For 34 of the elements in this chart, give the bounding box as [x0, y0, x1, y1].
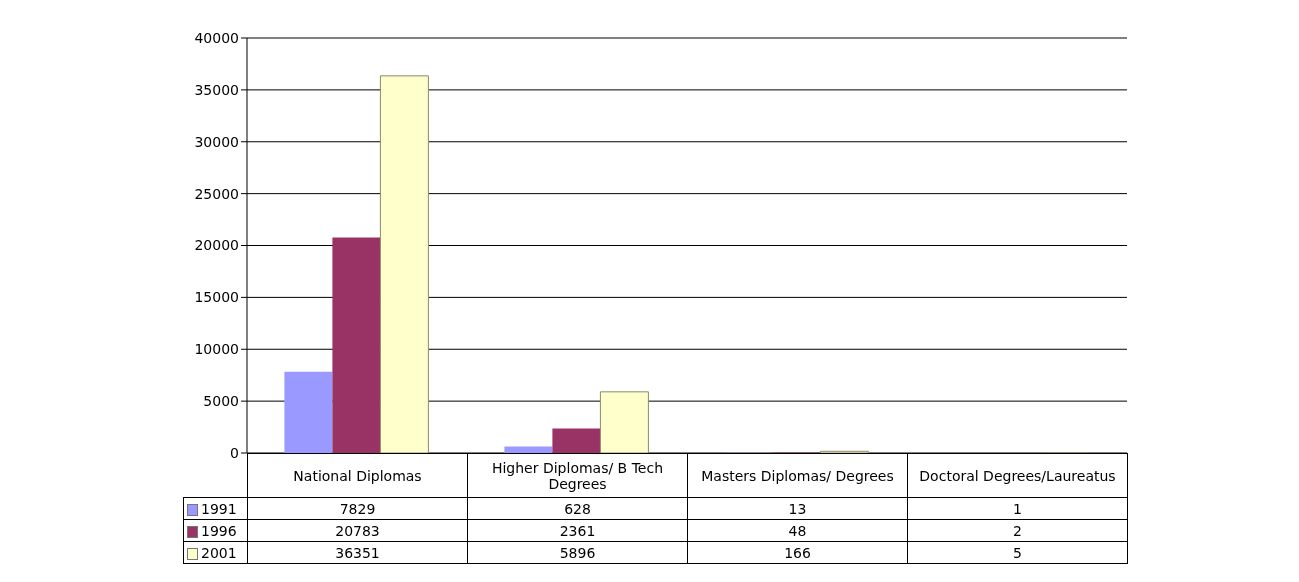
legend-label: 2001 — [183, 541, 248, 564]
bar — [599, 391, 649, 453]
data-label: 166 — [687, 541, 908, 564]
bar — [552, 428, 601, 453]
y-tick-label: 40000 — [194, 29, 239, 46]
x-tick-label: Doctoral Degrees/Laureatus — [907, 453, 1128, 498]
y-tick-label: 5000 — [203, 393, 239, 410]
y-tick-label: 0 — [230, 444, 239, 461]
y-tick-label: 35000 — [194, 81, 239, 98]
data-label: 628 — [467, 497, 688, 520]
data-label: 5896 — [467, 541, 688, 564]
data-label: 36351 — [247, 541, 468, 564]
y-tick-label: 10000 — [194, 341, 239, 358]
y-tick-label: 30000 — [194, 133, 239, 150]
bar — [332, 237, 381, 453]
data-label: 2361 — [467, 519, 688, 542]
y-tick-label: 15000 — [194, 289, 239, 306]
x-tick-label: Masters Diplomas/ Degrees — [687, 453, 908, 498]
legend-label: 1991 — [183, 497, 248, 520]
bar — [379, 75, 429, 453]
data-label: 1 — [907, 497, 1128, 520]
bar — [284, 371, 333, 453]
x-tick-label: National Diplomas — [247, 453, 468, 498]
bar — [504, 446, 553, 453]
data-label: 20783 — [247, 519, 468, 542]
legend-label: 1996 — [183, 519, 248, 542]
data-label: 7829 — [247, 497, 468, 520]
data-label: 5 — [907, 541, 1128, 564]
x-tick-label: Higher Diplomas/ B Tech Degrees — [467, 453, 688, 498]
y-tick-label: 20000 — [194, 237, 239, 254]
y-tick-label: 25000 — [194, 185, 239, 202]
data-label: 13 — [687, 497, 908, 520]
data-label: 48 — [687, 519, 908, 542]
data-label: 2 — [907, 519, 1128, 542]
